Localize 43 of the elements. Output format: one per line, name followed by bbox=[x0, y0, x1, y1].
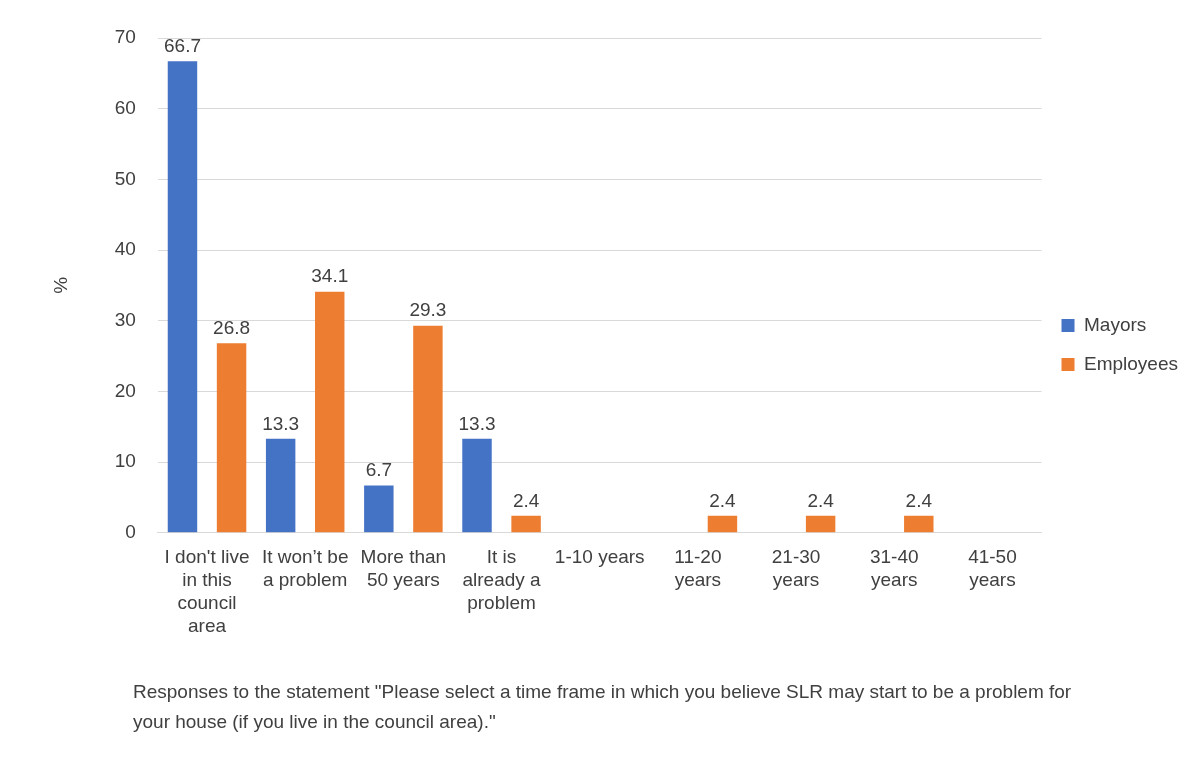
bar bbox=[167, 61, 198, 533]
y-tick-label: 70 bbox=[114, 26, 136, 48]
legend-label: Mayors bbox=[1084, 313, 1147, 335]
x-tick-label: 41-50 years bbox=[968, 546, 1017, 591]
bar bbox=[805, 515, 836, 533]
y-tick-label: 60 bbox=[114, 96, 136, 118]
x-tick-label: More than 50 years bbox=[360, 546, 447, 591]
x-tick-label: 1-10 years bbox=[554, 546, 645, 568]
data-label: 66.7 bbox=[163, 35, 201, 57]
x-tick-label: It is already a problem bbox=[462, 546, 542, 614]
y-tick-label: 0 bbox=[125, 521, 136, 543]
y-tick-label: 40 bbox=[114, 238, 136, 260]
y-tick-label: 50 bbox=[114, 167, 136, 189]
x-tick-label: I don't live in this council area bbox=[164, 546, 250, 636]
bar bbox=[511, 515, 541, 533]
x-tick-label: 11-20 years bbox=[674, 546, 722, 591]
y-tick-label: 10 bbox=[114, 450, 136, 472]
bar bbox=[413, 325, 443, 533]
bar bbox=[315, 291, 345, 533]
data-label: 26.8 bbox=[213, 317, 251, 339]
data-label: 6.7 bbox=[365, 459, 393, 481]
text: Responses to the statement "Please select a time frame in which you believe SLR may start to be a problem for your house (if you live in the council area)." bbox=[133, 681, 1072, 732]
bar bbox=[216, 343, 247, 533]
data-label: 2.4 bbox=[905, 489, 933, 511]
bar bbox=[707, 515, 738, 533]
data-label: 13.3 bbox=[458, 412, 496, 434]
bar bbox=[364, 485, 394, 533]
data-label: 13.3 bbox=[262, 412, 300, 434]
x-tick-label: 21-30 years bbox=[771, 546, 821, 591]
x-tick-label: It won’t be a problem bbox=[261, 546, 349, 591]
data-label: 2.4 bbox=[709, 489, 737, 511]
bar bbox=[265, 438, 296, 533]
data-label: 2.4 bbox=[807, 489, 835, 511]
data-label: 2.4 bbox=[512, 489, 540, 511]
data-label: 29.3 bbox=[409, 299, 447, 321]
y-tick-label: 30 bbox=[114, 308, 136, 330]
data-label: 34.1 bbox=[311, 265, 349, 287]
bar bbox=[904, 515, 934, 533]
legend-label: Employees bbox=[1084, 352, 1179, 374]
x-tick-label: 31-40 years bbox=[869, 546, 919, 591]
y-axis-title: % bbox=[49, 276, 71, 294]
y-tick-label: 20 bbox=[114, 379, 136, 401]
bar bbox=[462, 438, 492, 533]
